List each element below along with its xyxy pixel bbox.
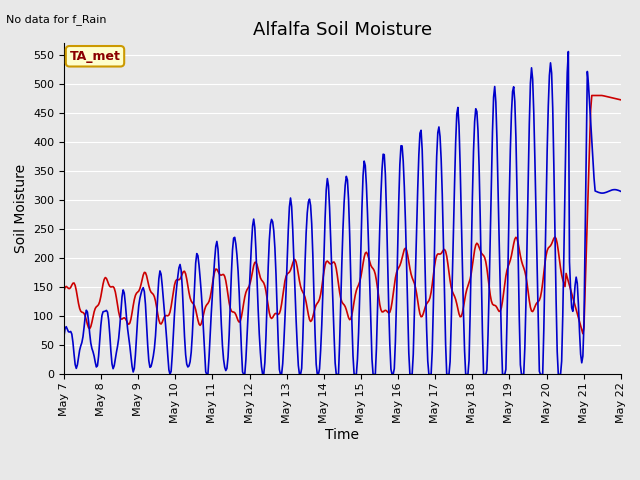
Theta20cm: [166, 372, 174, 377]
Theta20cm: [329, 300, 337, 306]
Theta10cm: [516, 253, 524, 259]
Theta20cm: [393, 297, 401, 303]
Theta20cm: [617, 189, 625, 194]
Theta10cm: [579, 331, 587, 336]
Line: Theta20cm: Theta20cm: [64, 51, 621, 374]
Line: Theta10cm: Theta10cm: [64, 96, 621, 334]
Theta10cm: [617, 97, 625, 103]
Theta10cm: [328, 261, 335, 266]
Theta10cm: [606, 95, 614, 100]
Theta10cm: [392, 275, 399, 281]
Y-axis label: Soil Moisture: Soil Moisture: [13, 164, 28, 253]
Theta20cm: [518, 372, 525, 377]
Theta20cm: [606, 188, 614, 194]
Text: No data for f_Rain: No data for f_Rain: [6, 14, 107, 25]
Theta20cm: [564, 48, 572, 54]
Title: Alfalfa Soil Moisture: Alfalfa Soil Moisture: [253, 21, 432, 39]
Theta10cm: [362, 250, 369, 256]
Theta10cm: [60, 288, 68, 293]
Theta20cm: [326, 205, 333, 211]
Theta10cm: [324, 259, 332, 265]
Theta10cm: [588, 93, 596, 98]
X-axis label: Time: Time: [325, 429, 360, 443]
Theta20cm: [362, 182, 370, 188]
Text: TA_met: TA_met: [70, 50, 120, 63]
Theta20cm: [60, 333, 68, 339]
